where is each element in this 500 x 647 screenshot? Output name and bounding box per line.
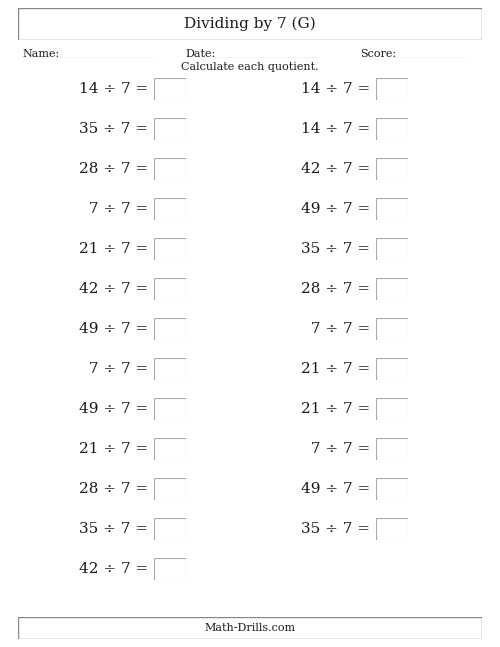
Text: 7 ÷ 7 =: 7 ÷ 7 = (306, 442, 370, 456)
Text: Date:: Date: (185, 49, 215, 59)
Text: 35 ÷ 7 =: 35 ÷ 7 = (79, 522, 148, 536)
Text: 7 ÷ 7 =: 7 ÷ 7 = (306, 322, 370, 336)
Text: Score:: Score: (360, 49, 396, 59)
Text: 42 ÷ 7 =: 42 ÷ 7 = (79, 282, 148, 296)
Text: 35 ÷ 7 =: 35 ÷ 7 = (301, 242, 370, 256)
Text: 7 ÷ 7 =: 7 ÷ 7 = (84, 362, 148, 376)
Text: 7 ÷ 7 =: 7 ÷ 7 = (84, 202, 148, 216)
Text: 49 ÷ 7 =: 49 ÷ 7 = (79, 322, 148, 336)
Text: 14 ÷ 7 =: 14 ÷ 7 = (301, 82, 370, 96)
Text: Dividing by 7 (G): Dividing by 7 (G) (184, 17, 316, 31)
Text: 14 ÷ 7 =: 14 ÷ 7 = (79, 82, 148, 96)
Text: 35 ÷ 7 =: 35 ÷ 7 = (79, 122, 148, 136)
Text: 21 ÷ 7 =: 21 ÷ 7 = (301, 402, 370, 416)
Text: 42 ÷ 7 =: 42 ÷ 7 = (301, 162, 370, 176)
Text: 28 ÷ 7 =: 28 ÷ 7 = (79, 162, 148, 176)
Text: 49 ÷ 7 =: 49 ÷ 7 = (301, 202, 370, 216)
Text: 42 ÷ 7 =: 42 ÷ 7 = (79, 562, 148, 576)
Text: 35 ÷ 7 =: 35 ÷ 7 = (301, 522, 370, 536)
Text: 28 ÷ 7 =: 28 ÷ 7 = (301, 282, 370, 296)
Text: 49 ÷ 7 =: 49 ÷ 7 = (301, 482, 370, 496)
Text: 21 ÷ 7 =: 21 ÷ 7 = (301, 362, 370, 376)
Text: Name:: Name: (22, 49, 60, 59)
Text: 14 ÷ 7 =: 14 ÷ 7 = (301, 122, 370, 136)
Text: 21 ÷ 7 =: 21 ÷ 7 = (79, 242, 148, 256)
Text: 49 ÷ 7 =: 49 ÷ 7 = (79, 402, 148, 416)
Text: Math-Drills.com: Math-Drills.com (204, 623, 296, 633)
Text: Calculate each quotient.: Calculate each quotient. (181, 62, 319, 72)
Text: 28 ÷ 7 =: 28 ÷ 7 = (79, 482, 148, 496)
Text: 21 ÷ 7 =: 21 ÷ 7 = (79, 442, 148, 456)
